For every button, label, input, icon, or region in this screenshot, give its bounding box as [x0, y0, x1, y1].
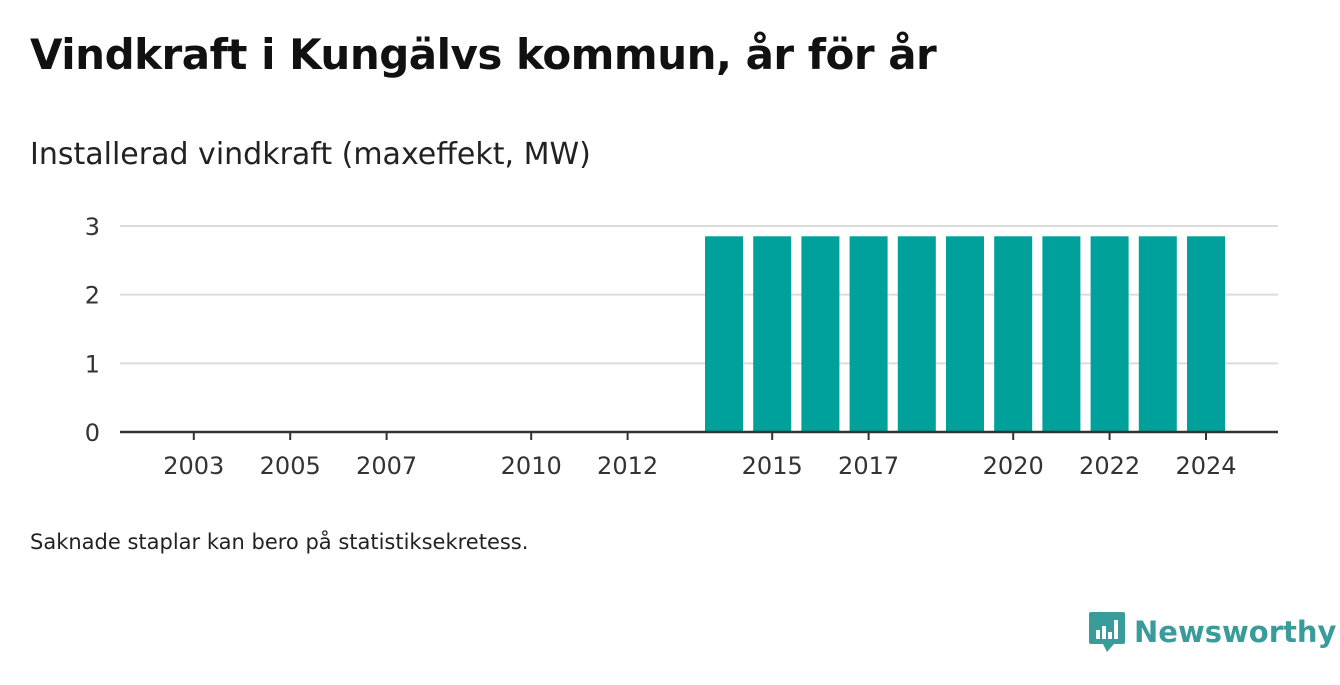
bar-chart: 0 1 2 3 2003 2005 2007 2010 2012 2015 2017 2020 2022…	[85, 213, 1278, 480]
x-tick-label: 2003	[163, 452, 224, 480]
x-tick-label: 2020	[983, 452, 1044, 480]
bar-chart-bubble-icon	[1089, 612, 1125, 652]
chart-title: Vindkraft i Kungälvs kommun, år för år	[30, 30, 937, 79]
bar	[1042, 236, 1081, 432]
chart-subtitle: Installerad vindkraft (maxeffekt, MW)	[30, 137, 591, 172]
bar	[1187, 236, 1225, 432]
brand-name: Newsworthy	[1134, 615, 1337, 649]
bar	[994, 236, 1033, 432]
bar	[897, 236, 936, 432]
bar	[849, 236, 888, 432]
y-tick-label: 2	[85, 282, 100, 310]
x-tick-label: 2017	[838, 452, 899, 480]
x-tick-label: 2024	[1175, 452, 1236, 480]
brand-logo: Newsworthy	[1088, 610, 1336, 654]
x-tick-label: 2005	[260, 452, 321, 480]
x-tick-label: 2015	[742, 452, 803, 480]
y-tick-label: 1	[85, 350, 100, 378]
x-tick-label: 2010	[501, 452, 562, 480]
y-tick-label: 0	[85, 419, 100, 447]
y-tick-label: 3	[85, 213, 100, 241]
bar	[1090, 236, 1129, 432]
bar	[801, 236, 840, 432]
bar	[753, 236, 792, 432]
footnote: Saknade staplar kan bero på statistiksek…	[30, 530, 529, 554]
x-tick-label: 2022	[1079, 452, 1140, 480]
bar	[1138, 236, 1177, 432]
bar	[946, 236, 984, 432]
x-tick-label: 2012	[597, 452, 658, 480]
x-tick-label: 2007	[356, 452, 417, 480]
bar	[705, 236, 743, 432]
